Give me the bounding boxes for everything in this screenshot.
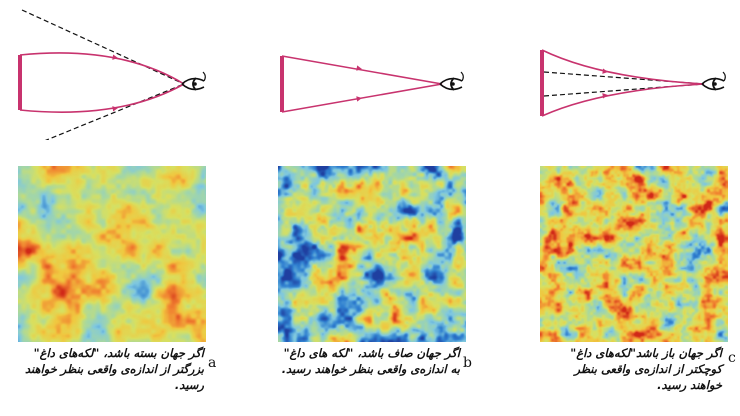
ray-arrowhead bbox=[112, 106, 118, 112]
panel-letter-c: c bbox=[728, 350, 736, 366]
light-ray bbox=[281, 55, 443, 85]
light-ray bbox=[19, 52, 185, 85]
cmb-map-flat bbox=[278, 166, 466, 342]
dashed-line bbox=[543, 71, 705, 85]
eye-icon bbox=[181, 71, 206, 91]
dashed-line bbox=[543, 83, 705, 97]
caption-open: اگر جهان باز باشد"لکه‌های داغ" کوچکتر از… bbox=[570, 346, 722, 392]
ray-arrowhead bbox=[602, 93, 608, 99]
cmb-map-closed bbox=[18, 166, 206, 342]
caption-flat: اگر جهان صاف باشد، "لکه‌ های داغ" به اند… bbox=[281, 346, 460, 376]
ray-arrowhead bbox=[356, 65, 362, 71]
ray-arrowhead bbox=[602, 68, 608, 74]
ray-arrowhead bbox=[112, 54, 118, 60]
ray-diagram-flat bbox=[280, 55, 464, 113]
eye-icon bbox=[439, 71, 464, 91]
dashed-line bbox=[21, 9, 185, 85]
light-ray bbox=[19, 83, 185, 113]
cmb-map-open bbox=[540, 166, 728, 342]
light-ray bbox=[541, 49, 705, 85]
dashed-line bbox=[44, 83, 185, 140]
ray-diagram-open bbox=[540, 49, 726, 117]
ray-diagram-closed bbox=[18, 9, 206, 140]
panel-letter-a: a bbox=[208, 355, 217, 371]
caption-closed: اگر جهان بسته باشد، "لکه‌های داغ" بزرگتر… bbox=[24, 346, 204, 392]
panel-letter-b: b bbox=[463, 355, 472, 371]
light-ray bbox=[541, 83, 705, 117]
eye-icon bbox=[701, 71, 726, 91]
ray-arrowhead bbox=[356, 96, 362, 102]
